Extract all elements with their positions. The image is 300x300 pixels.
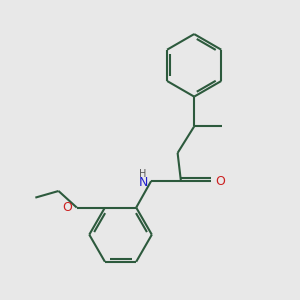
- Text: O: O: [215, 175, 225, 188]
- Text: O: O: [62, 201, 72, 214]
- Text: H: H: [139, 169, 147, 179]
- Text: N: N: [138, 176, 148, 189]
